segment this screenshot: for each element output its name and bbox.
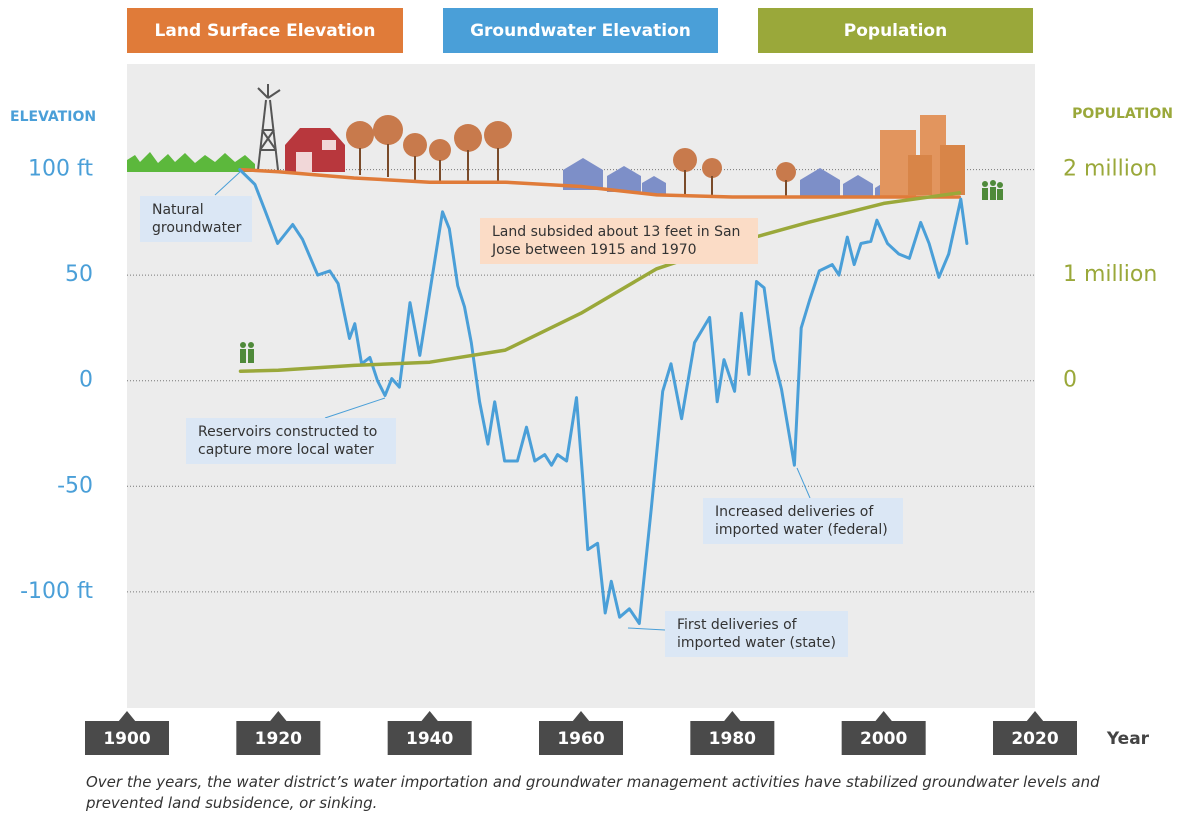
x-tick-label: 2000 <box>860 729 907 749</box>
series-line <box>238 191 962 373</box>
legend-box <box>127 8 403 53</box>
legend-box <box>758 8 1033 53</box>
x-tick <box>420 711 439 722</box>
x-tick-label: 1900 <box>103 729 150 749</box>
legend-label: Groundwater Elevation <box>470 21 691 41</box>
legend-label: Land Surface Elevation <box>155 21 376 41</box>
x-tick-label: 1920 <box>255 729 302 749</box>
series-line <box>238 168 969 625</box>
x-tick-box <box>387 721 472 755</box>
x-tick <box>572 711 590 722</box>
series-line <box>238 167 962 199</box>
x-tick-box <box>841 721 926 755</box>
x-tick <box>723 711 742 722</box>
x-tick-box <box>236 721 321 755</box>
y2-tick-label: 0 <box>1063 368 1077 393</box>
annotation: Increased deliveries of imported water (… <box>703 498 903 544</box>
x-tick-box <box>85 721 169 755</box>
leader-lines <box>214 171 811 631</box>
legend-label: Population <box>844 21 947 41</box>
illustration <box>127 84 1003 363</box>
y-tick-label: -100 ft <box>20 579 93 604</box>
x-tick-box <box>539 721 623 755</box>
annotation: Land subsided about 13 feet in San Jose … <box>480 218 758 264</box>
y-tick-label: 50 <box>65 262 93 287</box>
y-axis-label: ELEVATION <box>10 109 96 125</box>
annotation: Natural groundwater <box>140 196 252 242</box>
x-tick <box>1026 711 1044 722</box>
y2-axis-label: POPULATION <box>1072 106 1173 122</box>
legend-box <box>443 8 718 53</box>
x-tick-label: 1980 <box>709 729 756 749</box>
y-tick-label: -50 <box>57 473 93 498</box>
x-tick <box>874 711 893 722</box>
x-tick-box <box>993 721 1077 755</box>
y2-tick-label: 2 million <box>1063 157 1157 182</box>
annotation: Reservoirs constructed to capture more l… <box>186 418 396 464</box>
y-tick-label: 100 ft <box>28 157 93 182</box>
x-tick-label: 2020 <box>1011 729 1058 749</box>
y-tick-label: 0 <box>79 368 93 393</box>
x-tick <box>269 711 288 722</box>
caption: Over the years, the water district’s wat… <box>86 773 1100 812</box>
x-tick-label: 1960 <box>557 729 604 749</box>
x-tick-box <box>690 721 775 755</box>
x-tick-label: 1940 <box>406 729 453 749</box>
x-axis-label: Year <box>1106 729 1150 749</box>
y2-tick-label: 1 million <box>1063 262 1157 287</box>
x-tick <box>118 711 136 722</box>
annotation: First deliveries of imported water (stat… <box>665 611 848 657</box>
